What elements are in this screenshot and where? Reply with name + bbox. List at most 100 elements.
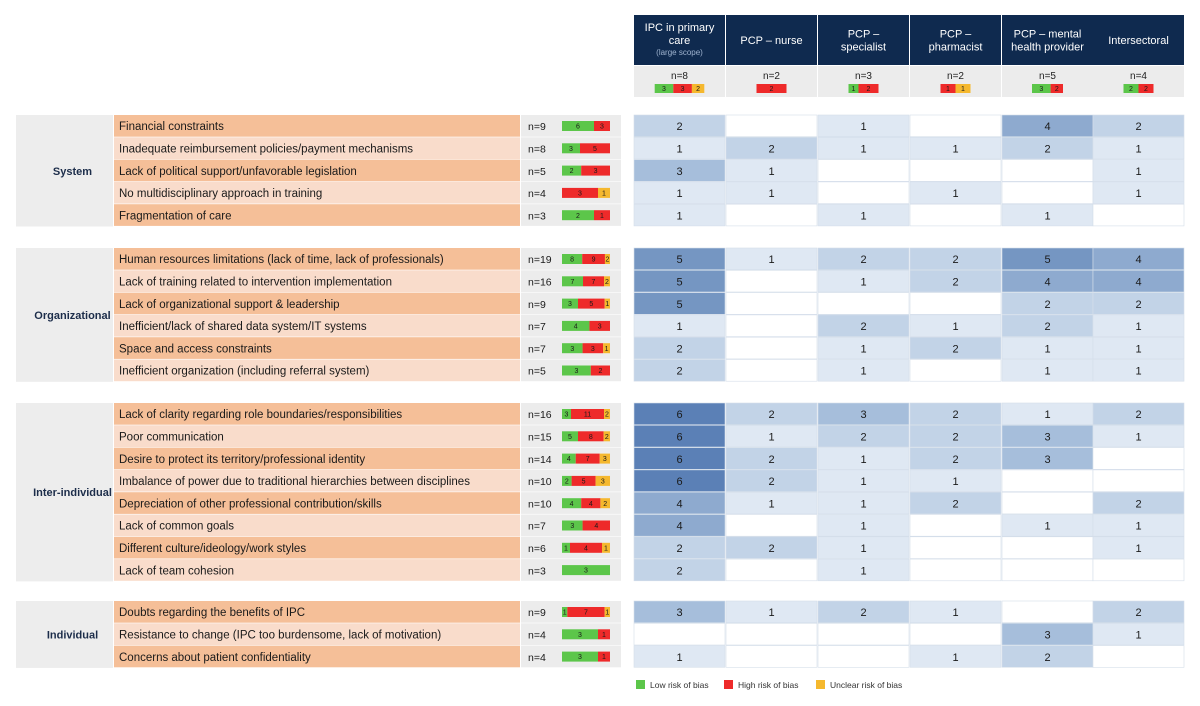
bias-count: 5	[568, 434, 572, 441]
heatmap-cell	[1092, 336, 1185, 360]
heatmap-cell	[725, 292, 818, 315]
heatmap-cell	[1092, 536, 1185, 559]
legend-swatch	[816, 680, 825, 689]
bias-count: 3	[578, 632, 582, 639]
column-header-label: PCP –	[848, 29, 880, 41]
bias-segment	[598, 629, 610, 640]
heatmap-cell	[1092, 114, 1185, 138]
heatmap-value: 2	[768, 476, 774, 488]
heatmap-value: 1	[860, 343, 866, 355]
bias-segment	[562, 210, 594, 221]
heatmap-cell	[817, 424, 910, 448]
heatmap-value: 2	[952, 276, 958, 288]
heatmap-value: 1	[676, 321, 682, 333]
row-label: Concerns about patient confidentiality	[119, 652, 311, 664]
bias-count: 1	[961, 86, 965, 93]
heatmap-value: 2	[860, 254, 866, 266]
bias-segment	[673, 84, 692, 93]
heatmap-cell	[1092, 402, 1185, 426]
heatmap-cell	[817, 402, 910, 426]
row-label: Depreciation of other professional contr…	[119, 498, 382, 510]
heatmap-cell	[633, 114, 726, 138]
row-label: Inefficient/lack of shared data system/I…	[119, 321, 367, 333]
heatmap-value: 2	[860, 321, 866, 333]
heatmap-cell	[1092, 447, 1185, 470]
heatmap-cell	[909, 645, 1002, 668]
bias-segment	[1123, 84, 1139, 93]
heatmap-value: 1	[676, 652, 682, 664]
heatmap-cell	[817, 114, 910, 138]
row-bias-bar: 2 5 3	[562, 475, 610, 486]
heatmap-cell	[633, 558, 726, 582]
heatmap-cell	[1001, 491, 1094, 515]
bias-segment	[848, 84, 859, 93]
column-header-label: IPC in primary	[645, 22, 715, 34]
heatmap-cell	[1092, 203, 1185, 227]
heatmap-cell	[909, 181, 1002, 204]
row-label: Doubts regarding the benefits of IPC	[119, 607, 305, 619]
row-n-label: n=7	[528, 343, 546, 355]
heatmap-value: 1	[1135, 543, 1141, 555]
heatmap-cell	[909, 447, 1002, 470]
row-label: Fragmentation of care	[119, 210, 232, 222]
column-bias-bar: 2	[756, 84, 787, 93]
heatmap-value: 1	[860, 565, 866, 577]
heatmap-cell	[1092, 314, 1185, 337]
heatmap-value: 3	[676, 607, 682, 619]
bias-count: 4	[567, 456, 571, 463]
heatmap-value: 1	[860, 210, 866, 222]
heatmap-cell	[1092, 514, 1185, 537]
heatmap-cell	[817, 203, 910, 227]
heatmap-value: 1	[952, 188, 958, 200]
column-header-label: specialist	[841, 42, 886, 54]
heatmap-cell	[725, 622, 818, 646]
bias-segment	[756, 84, 787, 93]
heatmap-cell	[909, 114, 1002, 138]
heatmap-value: 1	[1135, 166, 1141, 178]
row-label: Lack of common goals	[119, 521, 234, 533]
heatmap-cell	[909, 359, 1002, 382]
bias-count: 3	[600, 124, 604, 131]
bias-segment	[589, 320, 610, 331]
legend-label: Unclear risk of bias	[830, 680, 902, 690]
column-header-label: PCP – mental	[1014, 29, 1082, 41]
heatmap-value: 2	[1044, 652, 1050, 664]
heatmap-cell	[725, 558, 818, 582]
heatmap-cell	[1001, 181, 1094, 204]
bias-segment	[1050, 84, 1063, 93]
heatmap-value: 3	[1044, 454, 1050, 466]
column-n-label: n=2	[947, 71, 964, 82]
heatmap-value: 2	[1044, 143, 1050, 155]
heatmap-cell	[909, 137, 1002, 160]
bias-count: 2	[605, 434, 609, 441]
heatmap-value: 2	[676, 565, 682, 577]
column-n-label: n=8	[671, 71, 688, 82]
heatmap-value: 5	[676, 276, 682, 288]
heatmap-value: 1	[952, 476, 958, 488]
heatmap-cell	[1092, 645, 1185, 668]
heatmap-cell	[909, 600, 1002, 624]
bias-count: 3	[1039, 86, 1043, 93]
heatmap-value: 1	[676, 188, 682, 200]
heatmap-cell	[725, 314, 818, 337]
heatmap-value: 2	[768, 143, 774, 155]
bias-count: 1	[602, 191, 606, 198]
heatmap-value: 1	[676, 210, 682, 222]
row-n-label: n=9	[528, 607, 546, 619]
column-n-label: n=5	[1039, 71, 1056, 82]
heatmap-value: 1	[1135, 321, 1141, 333]
row-label-bg	[114, 181, 520, 204]
bias-segment	[562, 453, 576, 464]
heatmap-cell	[725, 447, 818, 470]
bias-segment	[562, 365, 591, 376]
bias-segment	[581, 165, 610, 176]
bias-segment	[598, 651, 610, 662]
heatmap-cell	[909, 514, 1002, 537]
heatmap-cell	[725, 203, 818, 227]
bias-count: 2	[770, 86, 774, 93]
heatmap-cell	[817, 447, 910, 470]
